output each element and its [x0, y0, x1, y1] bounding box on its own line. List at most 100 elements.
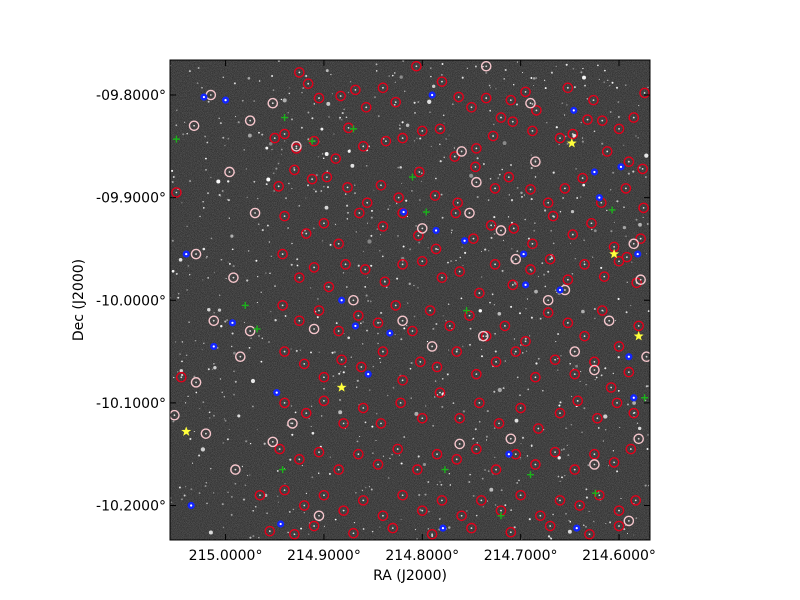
source-core [298, 276, 301, 279]
background-star [246, 474, 249, 477]
background-star [534, 289, 538, 294]
source-circle-marker [348, 294, 359, 306]
background-star [443, 122, 445, 124]
background-star [377, 332, 379, 335]
background-star [582, 183, 586, 187]
background-star [276, 469, 279, 472]
background-star [365, 294, 368, 297]
source-core [401, 263, 404, 266]
source-core [401, 379, 404, 382]
source-core [419, 360, 422, 363]
background-star [632, 401, 636, 405]
source-circle-marker [357, 495, 369, 506]
background-star [502, 141, 507, 146]
source-core [303, 504, 306, 507]
source-core [318, 97, 320, 99]
source-core [601, 119, 604, 122]
source-circle-marker [613, 520, 625, 532]
source-core [295, 147, 298, 150]
source-core [275, 391, 278, 394]
source-core [224, 99, 227, 102]
background-star [439, 160, 442, 163]
yellow-star-marker [566, 138, 577, 148]
background-star [397, 166, 400, 169]
background-star [197, 66, 200, 70]
background-star [381, 255, 384, 258]
background-star [339, 399, 341, 401]
background-star [241, 465, 244, 468]
background-stars [170, 60, 650, 540]
yellow-star-marker [633, 330, 644, 341]
background-star [316, 297, 319, 300]
background-star [177, 371, 179, 373]
background-star [582, 67, 584, 70]
source-core [470, 106, 473, 109]
background-star [231, 332, 234, 335]
source-circle-marker [474, 287, 485, 299]
source-core [566, 321, 569, 324]
background-star [537, 276, 539, 278]
source-core [354, 88, 357, 91]
source-circle-marker [466, 522, 477, 534]
background-star [361, 343, 364, 345]
background-star [425, 405, 427, 407]
background-star [610, 189, 612, 191]
background-star [583, 261, 585, 263]
background-star [476, 442, 479, 444]
background-star [396, 277, 399, 280]
background-star [544, 209, 547, 212]
background-star [581, 431, 583, 433]
background-star [189, 437, 192, 441]
background-star [430, 67, 432, 69]
background-star [366, 276, 369, 279]
background-star [543, 273, 546, 276]
background-star [448, 134, 450, 136]
background-star [213, 272, 215, 274]
background-star [494, 504, 497, 506]
source-core [434, 194, 436, 197]
background-star [313, 227, 315, 229]
background-star [620, 497, 622, 500]
background-star [617, 116, 620, 118]
source-circle-marker [569, 346, 581, 357]
source-circle-marker [336, 354, 347, 366]
background-star [510, 509, 512, 511]
background-star [402, 245, 405, 248]
background-star [472, 437, 475, 440]
source-circle-marker [515, 402, 526, 414]
source-core [339, 95, 342, 97]
source-circle-marker [340, 259, 351, 270]
background-star [594, 378, 596, 381]
background-star [416, 538, 418, 540]
background-star [340, 371, 342, 373]
source-core [334, 157, 337, 160]
source-circle-marker [620, 183, 632, 194]
background-star [514, 418, 519, 423]
background-star [424, 493, 427, 496]
source-circle-marker [507, 279, 519, 291]
source-core [455, 350, 458, 353]
background-star [219, 294, 221, 296]
background-star [184, 121, 186, 123]
source-core [613, 461, 615, 464]
source-core [377, 463, 379, 466]
source-core [385, 140, 387, 143]
source-circle-marker [279, 128, 290, 140]
background-star [190, 488, 193, 491]
source-core [234, 468, 237, 471]
background-star [202, 201, 204, 203]
background-star [362, 321, 364, 323]
source-core [603, 275, 606, 278]
background-star [284, 483, 286, 485]
source-core [318, 514, 320, 517]
background-star [593, 520, 595, 523]
background-star [508, 194, 510, 196]
source-core [514, 258, 517, 261]
source-core [572, 109, 575, 112]
source-core [429, 309, 432, 312]
background-star [498, 173, 501, 176]
source-circle-marker [525, 97, 536, 109]
source-circle-marker [360, 102, 372, 113]
background-star [531, 103, 534, 105]
background-star [244, 484, 247, 487]
